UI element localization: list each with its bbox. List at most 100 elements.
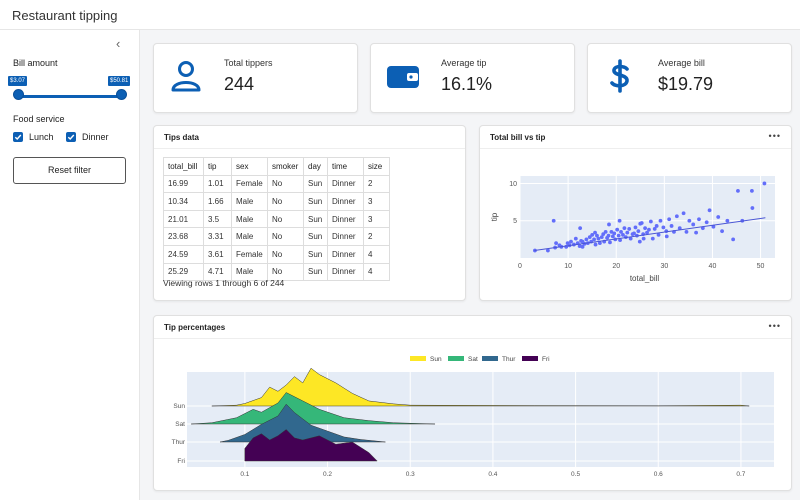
food-service-label: Food service [13, 114, 65, 124]
table-cell: 23.68 [163, 227, 204, 246]
scatter-point [615, 227, 620, 232]
more-options-icon[interactable]: ••• [768, 321, 781, 331]
check-icon [14, 134, 22, 141]
table-cell: 25.29 [163, 262, 204, 282]
legend-label: Fri [542, 356, 550, 363]
table-cell: Sun [303, 192, 328, 211]
column-header[interactable]: time [327, 157, 364, 176]
tips-data-card: Tips data total_bill tip sex smoker day time s… [153, 125, 466, 301]
scatter-point [595, 233, 599, 238]
scatter-point [648, 219, 653, 224]
scatter-point [637, 239, 642, 244]
column-header[interactable]: size [363, 157, 390, 176]
dinner-option[interactable]: Dinner [66, 132, 109, 142]
card-divider [480, 148, 791, 149]
legend-swatch [522, 356, 538, 361]
scatter-point [625, 230, 630, 235]
scatter-point [652, 227, 657, 231]
scatter-point [616, 233, 621, 238]
slider-min-handle[interactable] [13, 89, 24, 100]
scatter-point [664, 234, 669, 239]
scatter-point [650, 236, 655, 241]
scatter-point [687, 218, 692, 223]
kpi-label: Total tippers [224, 58, 273, 68]
scatter-point [593, 242, 598, 247]
scatter-point [619, 230, 623, 234]
category-label: Sat [175, 421, 185, 428]
column-header[interactable]: tip [203, 157, 232, 176]
scatter-point [636, 229, 641, 234]
kpi-value: $19.79 [658, 74, 714, 94]
scatter-point [608, 240, 612, 245]
table-cell: Sun [303, 209, 328, 229]
collapse-sidebar-icon[interactable]: ‹ [116, 36, 121, 51]
slider-max-tooltip: $50.81 [108, 76, 131, 86]
table-cell: Sun [303, 244, 328, 264]
scatter-point [628, 236, 633, 241]
reset-filter-button[interactable]: Reset filter [13, 157, 126, 184]
table-cell: Male [231, 209, 268, 229]
density-area-sun [211, 367, 750, 407]
card-title: Total bill vs tip [490, 133, 546, 142]
table-cell: Female [231, 174, 268, 194]
scatter-point [590, 232, 595, 237]
table-row: 23.68 3.31 Male No Sun Dinner 2 [163, 227, 390, 246]
scatter-point [617, 218, 622, 223]
table-cell: No [267, 209, 304, 229]
scatter-point [569, 239, 573, 244]
column-header[interactable]: smoker [267, 157, 304, 176]
table-row: 24.59 3.61 Female No Sun Dinner 4 [163, 244, 390, 264]
lunch-checkbox[interactable] [13, 132, 23, 142]
table-cell: No [267, 192, 304, 211]
table-cell: 10.34 [163, 192, 204, 211]
dinner-checkbox[interactable] [66, 132, 76, 142]
scatter-point [704, 220, 709, 225]
table-cell: Male [231, 192, 268, 211]
table-cell: 3.5 [203, 209, 232, 229]
table-cell: 1.66 [203, 192, 232, 211]
x-axis-label: total_bill [630, 274, 660, 283]
scatter-point [621, 232, 625, 237]
x-tick-label: 20 [612, 263, 620, 270]
scatter-point [645, 230, 649, 235]
more-options-icon[interactable]: ••• [768, 131, 781, 141]
x-tick-label: 30 [660, 263, 668, 270]
table-cell: No [267, 227, 304, 246]
wallet-icon [387, 66, 419, 88]
scatter-point [607, 222, 611, 227]
scatter-point [656, 232, 661, 237]
scatter-point [762, 181, 767, 186]
scatter-point [578, 226, 583, 231]
y-tick-label: 5 [513, 218, 517, 225]
scatter-point [647, 227, 651, 232]
dollar-icon [610, 59, 629, 93]
table-row: 21.01 3.5 Male No Sun Dinner 3 [163, 209, 390, 229]
column-header[interactable]: day [303, 157, 328, 176]
scatter-point [599, 235, 604, 240]
scatter-point [694, 230, 698, 235]
density-area-fri [244, 429, 378, 462]
column-header[interactable]: total_bill [163, 157, 204, 176]
table-cell: No [267, 174, 304, 194]
table-cell: Dinner [327, 227, 364, 246]
card-title: Tips data [164, 133, 199, 142]
density-area-thur [220, 403, 386, 443]
dinner-label: Dinner [82, 132, 109, 142]
table-cell: Dinner [327, 192, 364, 211]
scatter-point [587, 235, 592, 240]
table-cell: Dinner [327, 174, 364, 194]
table-cell: 4 [363, 244, 390, 264]
scatter-point [577, 244, 582, 248]
scatter-point [750, 206, 755, 210]
table-cell: Dinner [327, 244, 364, 264]
table-cell: 1.01 [203, 174, 232, 194]
scatter-point [612, 231, 617, 236]
bill-range-slider[interactable] [18, 95, 121, 98]
column-header[interactable]: sex [231, 157, 268, 176]
lunch-option[interactable]: Lunch [13, 132, 54, 142]
table-cell: No [267, 244, 304, 264]
kpi-label: Average tip [441, 58, 487, 68]
slider-max-handle[interactable] [116, 89, 127, 100]
y-tick-label: 10 [509, 181, 517, 188]
scatter-point [603, 230, 608, 234]
